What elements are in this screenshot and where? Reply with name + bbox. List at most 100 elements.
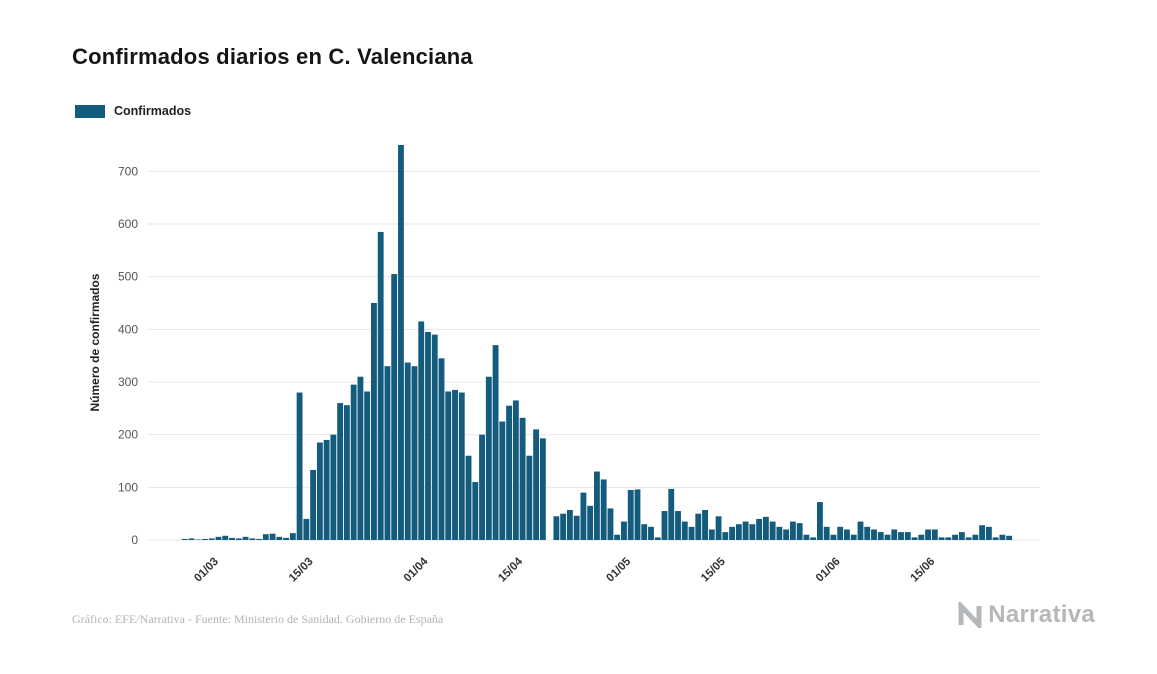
bar[interactable] [364, 391, 371, 540]
bar[interactable] [283, 537, 290, 540]
bar[interactable] [702, 509, 708, 540]
bar[interactable] [208, 538, 215, 540]
bar[interactable] [972, 534, 979, 540]
bar[interactable] [337, 403, 344, 540]
bar[interactable] [688, 526, 695, 540]
bar[interactable] [452, 389, 458, 540]
bar[interactable] [594, 471, 600, 540]
bar[interactable] [458, 392, 465, 540]
bar[interactable] [607, 508, 614, 540]
bar[interactable] [580, 492, 587, 540]
bar[interactable] [681, 521, 688, 540]
bar[interactable] [661, 511, 668, 540]
bar[interactable] [377, 231, 384, 540]
bar[interactable] [235, 538, 242, 540]
bar[interactable] [992, 537, 999, 540]
bar[interactable] [242, 536, 249, 540]
bar[interactable] [566, 509, 573, 540]
bar[interactable] [918, 534, 925, 540]
bar[interactable] [965, 537, 972, 540]
bar[interactable] [715, 516, 722, 540]
bar[interactable] [830, 534, 837, 540]
bar[interactable] [195, 539, 202, 540]
bar[interactable] [675, 511, 681, 540]
bar[interactable] [783, 529, 790, 540]
bar[interactable] [289, 533, 296, 540]
bar[interactable] [411, 366, 418, 540]
bar[interactable] [492, 345, 499, 540]
bar[interactable] [418, 321, 425, 540]
bar[interactable] [904, 532, 911, 540]
bar[interactable] [938, 537, 945, 540]
bar[interactable] [810, 537, 817, 540]
bar[interactable] [269, 533, 276, 540]
bar[interactable] [519, 417, 526, 540]
bar[interactable] [864, 526, 871, 540]
bar[interactable] [627, 489, 634, 540]
bar[interactable] [323, 439, 330, 540]
bar[interactable] [485, 376, 492, 540]
bar[interactable] [817, 502, 823, 540]
bar[interactable] [999, 534, 1006, 540]
bar[interactable] [952, 534, 959, 540]
bar[interactable] [553, 516, 560, 540]
bar[interactable] [249, 538, 256, 540]
bar[interactable] [512, 400, 519, 540]
bar[interactable] [1006, 535, 1013, 540]
bar[interactable] [776, 526, 783, 540]
bar[interactable] [979, 525, 986, 540]
bar[interactable] [749, 524, 756, 540]
bar[interactable] [898, 532, 904, 540]
bar[interactable] [404, 362, 411, 540]
bar[interactable] [256, 538, 262, 540]
bar[interactable] [181, 538, 188, 540]
bar[interactable] [472, 482, 479, 540]
bar[interactable] [438, 358, 445, 540]
bar[interactable] [215, 536, 222, 540]
bar[interactable] [202, 538, 208, 540]
bar[interactable] [229, 537, 235, 540]
bar[interactable] [850, 534, 857, 540]
bar[interactable] [668, 488, 675, 540]
bar[interactable] [742, 521, 749, 540]
bar[interactable] [641, 524, 648, 540]
bar[interactable] [823, 526, 830, 540]
bar[interactable] [789, 521, 796, 540]
bar[interactable] [769, 521, 776, 540]
bar[interactable] [222, 535, 229, 540]
bar[interactable] [621, 521, 627, 540]
bar[interactable] [985, 526, 992, 540]
bar[interactable] [931, 529, 938, 540]
bar[interactable] [587, 505, 594, 540]
bar[interactable] [371, 303, 377, 540]
bar[interactable] [958, 532, 965, 540]
bar[interactable] [188, 538, 195, 540]
bar[interactable] [560, 513, 567, 540]
bar[interactable] [343, 405, 350, 540]
bar[interactable] [796, 523, 803, 540]
bar[interactable] [276, 536, 283, 540]
bar[interactable] [708, 529, 715, 540]
bar[interactable] [357, 376, 364, 540]
bar[interactable] [648, 526, 654, 540]
bar[interactable] [695, 513, 702, 540]
bar[interactable] [871, 529, 877, 540]
bar[interactable] [729, 526, 736, 540]
bar[interactable] [844, 529, 850, 540]
bar[interactable] [310, 469, 317, 540]
bar[interactable] [756, 518, 763, 540]
bar[interactable] [762, 516, 769, 540]
bar[interactable] [316, 442, 323, 540]
bar[interactable] [884, 534, 891, 540]
bar[interactable] [391, 274, 398, 540]
bar[interactable] [431, 334, 438, 540]
bar[interactable] [614, 534, 621, 540]
bar[interactable] [330, 434, 337, 540]
bar[interactable] [600, 479, 607, 540]
bar[interactable] [722, 532, 729, 540]
bar[interactable] [911, 537, 918, 540]
bar[interactable] [735, 524, 742, 540]
bar[interactable] [499, 421, 506, 541]
bar[interactable] [654, 537, 661, 540]
bar[interactable] [837, 526, 844, 540]
